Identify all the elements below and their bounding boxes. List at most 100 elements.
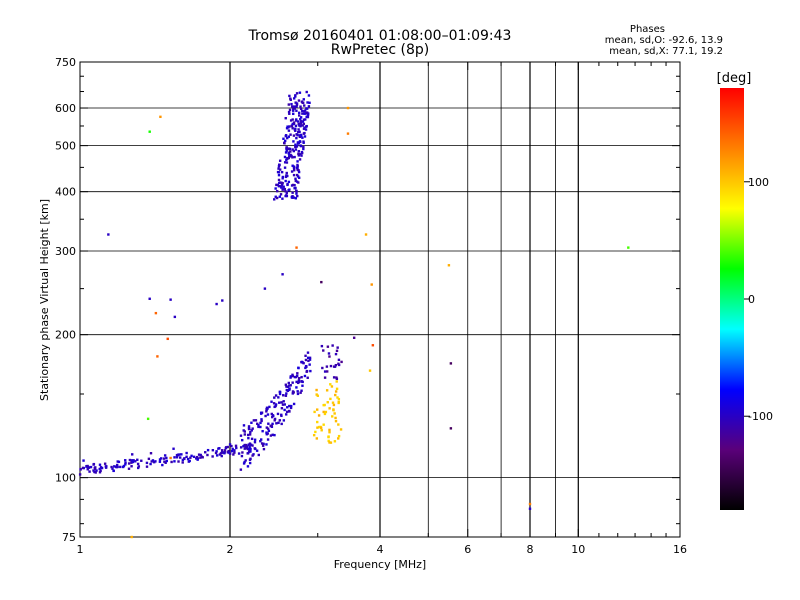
data-point bbox=[224, 446, 228, 450]
data-point bbox=[316, 408, 319, 411]
data-point bbox=[294, 148, 298, 151]
data-point bbox=[292, 122, 296, 126]
data-point bbox=[257, 453, 260, 457]
data-point bbox=[329, 364, 333, 368]
data-point bbox=[112, 469, 115, 473]
data-point bbox=[292, 109, 295, 112]
data-point bbox=[195, 457, 198, 460]
data-point bbox=[320, 280, 323, 284]
data-point bbox=[328, 407, 331, 410]
data-point bbox=[145, 465, 149, 468]
colorbar-tick-label: -100 bbox=[748, 410, 773, 423]
data-point bbox=[220, 454, 223, 458]
data-point bbox=[243, 460, 246, 464]
data-point bbox=[528, 507, 532, 510]
data-point bbox=[267, 429, 271, 433]
data-point bbox=[173, 456, 176, 459]
data-point bbox=[277, 171, 281, 174]
data-point bbox=[136, 462, 140, 466]
data-point bbox=[130, 465, 133, 468]
data-point bbox=[273, 419, 276, 422]
data-point bbox=[285, 127, 289, 130]
data-point bbox=[221, 451, 225, 454]
data-point bbox=[178, 456, 182, 459]
y-tick-label: 400 bbox=[55, 186, 76, 199]
data-point bbox=[244, 459, 247, 462]
data-point bbox=[131, 460, 135, 464]
data-point bbox=[248, 433, 252, 436]
data-point bbox=[305, 115, 308, 119]
data-point bbox=[294, 375, 298, 379]
data-point bbox=[295, 190, 298, 193]
data-point bbox=[250, 429, 253, 432]
data-point bbox=[303, 110, 306, 113]
data-point bbox=[266, 438, 270, 441]
data-point bbox=[206, 448, 210, 452]
data-point bbox=[296, 160, 299, 163]
data-point bbox=[281, 188, 284, 191]
data-point bbox=[215, 302, 218, 306]
data-point bbox=[289, 119, 293, 122]
grid bbox=[80, 62, 680, 537]
data-point bbox=[244, 443, 248, 447]
data-point bbox=[158, 458, 162, 461]
data-point bbox=[334, 352, 338, 356]
data-point bbox=[346, 132, 350, 135]
data-point bbox=[246, 433, 250, 437]
data-point bbox=[317, 414, 321, 417]
data-point bbox=[273, 417, 277, 421]
y-tick-label: 100 bbox=[55, 472, 76, 485]
data-point bbox=[295, 380, 298, 384]
data-point bbox=[331, 344, 334, 347]
data-point bbox=[308, 356, 312, 360]
data-point bbox=[283, 403, 286, 406]
data-point bbox=[247, 450, 251, 453]
data-point bbox=[280, 184, 284, 187]
data-point bbox=[111, 467, 114, 470]
data-point bbox=[283, 408, 286, 412]
data-point bbox=[339, 428, 343, 431]
data-point bbox=[217, 447, 220, 450]
data-point bbox=[291, 148, 294, 151]
data-point bbox=[246, 465, 250, 468]
data-points bbox=[78, 90, 630, 539]
data-point bbox=[335, 387, 339, 391]
data-point bbox=[334, 393, 337, 397]
data-point bbox=[127, 462, 131, 465]
data-point bbox=[276, 189, 279, 193]
data-point bbox=[288, 155, 291, 158]
data-point bbox=[257, 423, 260, 427]
data-point bbox=[146, 417, 150, 421]
data-point bbox=[277, 421, 280, 425]
x-tick-label: 8 bbox=[527, 543, 534, 556]
data-point bbox=[221, 299, 224, 302]
data-point bbox=[185, 451, 188, 455]
data-point bbox=[340, 360, 343, 364]
data-point bbox=[264, 414, 267, 418]
data-point bbox=[335, 377, 339, 381]
data-point bbox=[290, 196, 294, 199]
data-point bbox=[286, 406, 289, 409]
x-axis: 1 2 4 6 8 10 16 bbox=[77, 62, 687, 556]
data-point bbox=[211, 449, 215, 452]
data-point bbox=[249, 447, 252, 451]
data-point bbox=[292, 402, 296, 406]
data-point bbox=[127, 467, 131, 470]
data-point bbox=[245, 445, 249, 448]
data-point bbox=[287, 110, 291, 114]
data-point bbox=[88, 470, 91, 473]
data-point bbox=[181, 461, 184, 464]
data-point bbox=[281, 181, 284, 185]
data-point bbox=[282, 394, 285, 397]
data-point bbox=[260, 419, 263, 423]
data-point bbox=[332, 376, 336, 379]
data-point bbox=[248, 443, 251, 446]
data-point bbox=[132, 459, 135, 462]
x-tick-label: 2 bbox=[227, 543, 234, 556]
data-point bbox=[267, 422, 270, 425]
data-point bbox=[172, 447, 175, 450]
data-point bbox=[292, 165, 296, 168]
data-point bbox=[299, 120, 303, 123]
data-point bbox=[306, 101, 309, 104]
data-point bbox=[299, 124, 302, 128]
